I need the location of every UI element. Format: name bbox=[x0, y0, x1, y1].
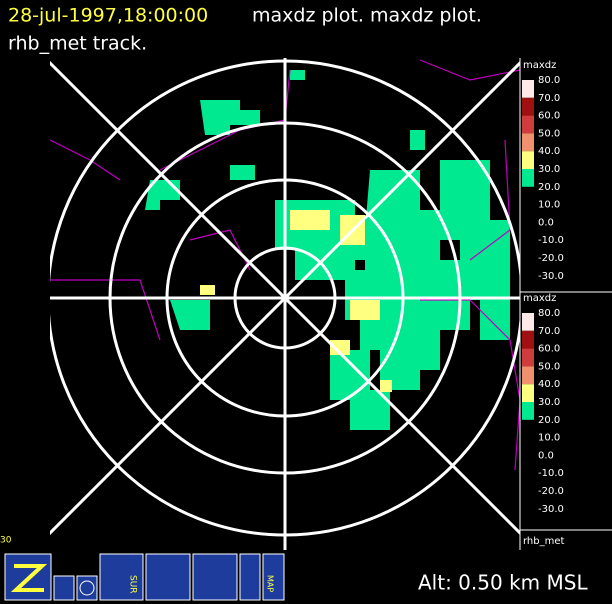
legend-label: 40.0 bbox=[538, 379, 560, 390]
legend-label: 50.0 bbox=[538, 128, 560, 139]
legend-label: 0.0 bbox=[538, 450, 554, 461]
header-track: rhb_met track. bbox=[8, 33, 147, 55]
grid-button[interactable] bbox=[53, 575, 75, 601]
legend-label: 20.0 bbox=[538, 415, 560, 426]
legend-label: 60.0 bbox=[538, 344, 560, 355]
legend-label: 70.0 bbox=[538, 326, 560, 337]
legend-label: -20.0 bbox=[538, 486, 564, 497]
legend-swatch bbox=[522, 366, 534, 385]
legend-label: 20.0 bbox=[538, 182, 560, 193]
legend-swatch bbox=[522, 330, 534, 349]
legend-label: 40.0 bbox=[538, 146, 560, 157]
legend-title: maxdz bbox=[523, 60, 556, 71]
legend-label: 10.0 bbox=[538, 433, 560, 444]
map-label: MAP bbox=[266, 575, 275, 592]
legend-label: 30.0 bbox=[538, 164, 560, 175]
header-title: maxdz plot. maxdz plot. bbox=[252, 5, 482, 27]
legend-swatch bbox=[522, 115, 534, 134]
legend-label: 80.0 bbox=[538, 308, 560, 319]
legend-area bbox=[519, 58, 612, 550]
legend-label: 10.0 bbox=[538, 200, 560, 211]
legend-swatch bbox=[522, 169, 534, 187]
ship-button[interactable] bbox=[192, 553, 238, 601]
altitude: Alt: 0.50 km MSL bbox=[418, 571, 588, 595]
legend-label: 0.0 bbox=[538, 217, 554, 228]
toolbar: SUR MAP bbox=[4, 553, 285, 601]
legend-label: 60.0 bbox=[538, 111, 560, 122]
legend-title: maxdz bbox=[523, 293, 556, 304]
sur-label: SUR bbox=[128, 575, 138, 594]
corner-label: 30 bbox=[0, 536, 12, 546]
legend-swatch bbox=[522, 384, 534, 402]
legend-swatch bbox=[522, 151, 534, 169]
legend-swatch bbox=[522, 133, 534, 152]
surveillance-button[interactable] bbox=[99, 553, 144, 601]
radar-button[interactable] bbox=[239, 553, 261, 601]
legend-label: -30.0 bbox=[538, 504, 564, 515]
plot-area bbox=[50, 58, 520, 550]
legend-label: 80.0 bbox=[538, 75, 560, 86]
legend-label: 30.0 bbox=[538, 397, 560, 408]
legend-swatch bbox=[522, 313, 534, 331]
legend-label: -10.0 bbox=[538, 468, 564, 479]
legend-label: -20.0 bbox=[538, 253, 564, 264]
legend-footer: rhb_met bbox=[523, 536, 565, 547]
legend-swatch bbox=[522, 402, 534, 420]
legend-label: 50.0 bbox=[538, 361, 560, 372]
echoes bbox=[145, 70, 510, 430]
legend-swatch bbox=[522, 80, 534, 98]
legend-label: 70.0 bbox=[538, 93, 560, 104]
legend-label: -30.0 bbox=[538, 271, 564, 282]
ring-button[interactable] bbox=[76, 575, 98, 601]
header-time: 28-jul-1997,18:00:00 bbox=[8, 5, 208, 27]
legend-label: -10.0 bbox=[538, 235, 564, 246]
range-rings bbox=[50, 58, 520, 550]
legend-swatch bbox=[522, 348, 534, 367]
map-button[interactable] bbox=[262, 553, 285, 601]
legend-swatch bbox=[522, 97, 534, 116]
rhi-button[interactable] bbox=[145, 553, 191, 601]
